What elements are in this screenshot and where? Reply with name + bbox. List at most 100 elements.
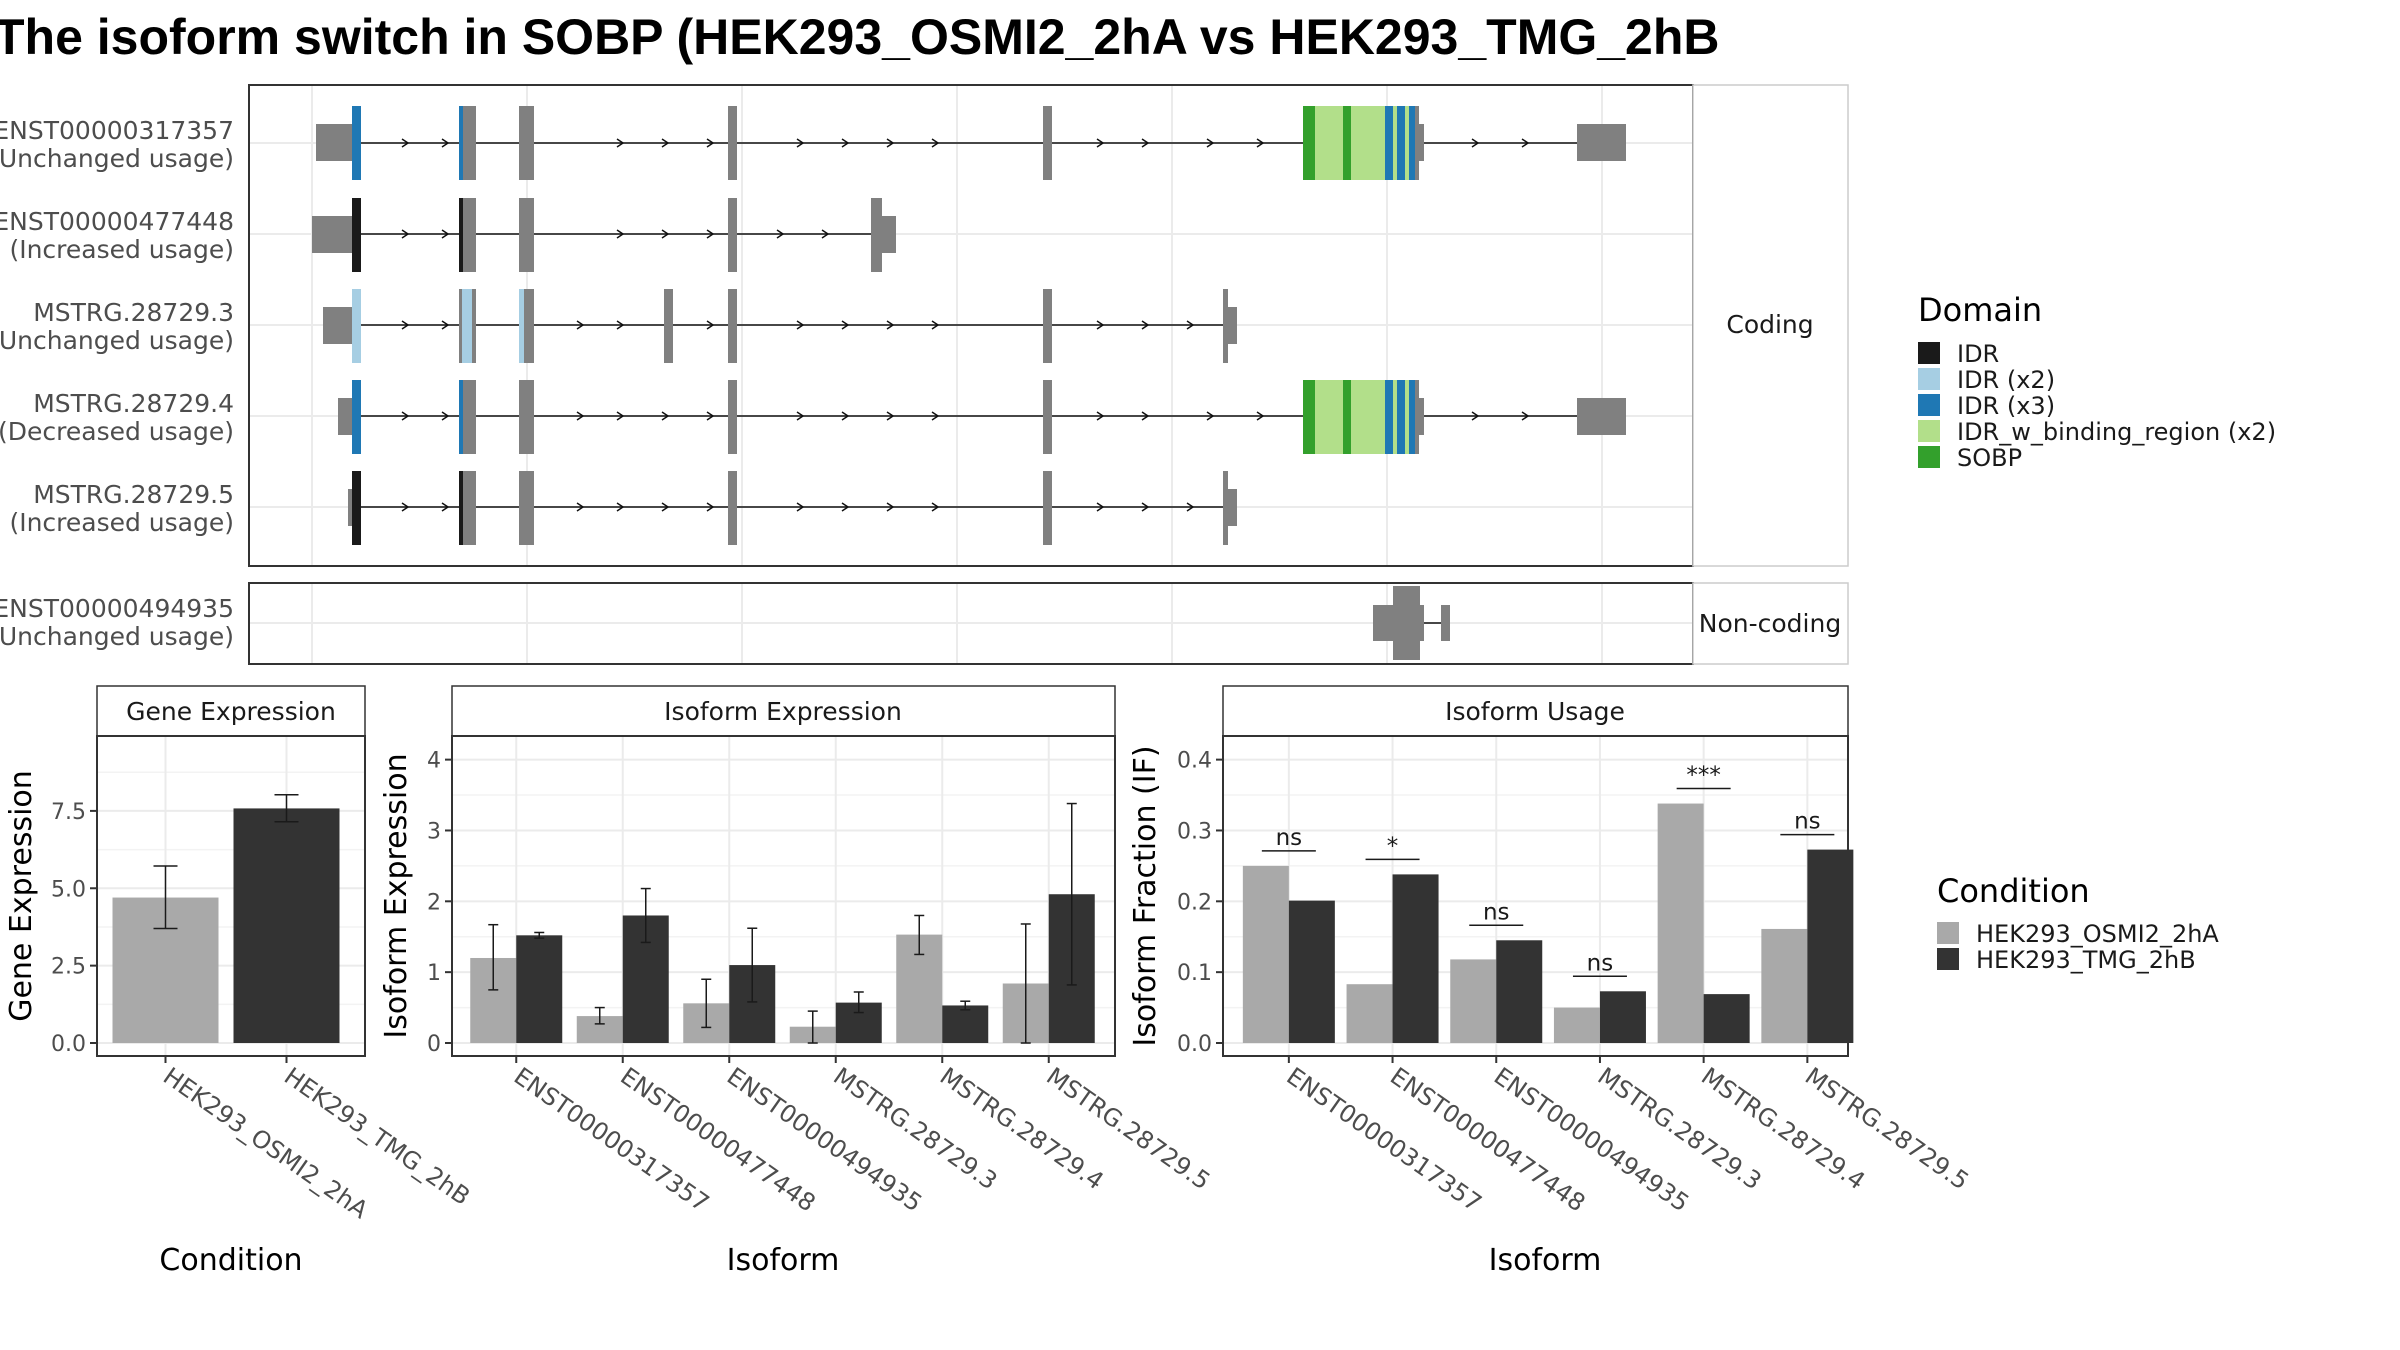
coding-exon [1043,106,1052,180]
utr-exon [1228,489,1237,526]
coding-exon [728,106,737,180]
transcript-usage: (Unchanged usage) [0,326,234,355]
domain-segment [459,380,463,454]
transcript-track-mstrg-28729-5 [348,471,1237,545]
bar [1242,865,1289,1043]
yticks-isoform-expression: 0 1 2 3 4 [427,749,452,1057]
legend-key-sobp [1918,446,1940,468]
legend-key-condition-a [1937,922,1959,944]
condition-legend-title: Condition [1937,872,2090,910]
noncoding-strip [1692,582,1849,665]
bars-isoform-usage [1242,803,1854,1043]
coding-exon [1415,106,1419,180]
domain-segment [459,198,463,272]
y-axis-label: Isoform Fraction (IF) [1128,745,1163,1046]
y-tick-label: 0.1 [1177,961,1212,986]
domain-segment [1393,106,1397,180]
transcript-usage: (Increased usage) [9,235,234,264]
noncoding-exon [1373,605,1393,641]
legend-label: IDR [1957,340,1999,368]
transcript-id: MSTRG.28729.4 [33,389,234,418]
coding-exon [459,106,476,180]
y-tick-label: 5.0 [51,877,86,902]
figure-title: The isoform switch in SOBP (HEK293_OSMI2… [0,9,1720,65]
coding-exon [352,471,361,545]
transcript-usage: (Decreased usage) [0,417,234,446]
legend-label: HEK293_OSMI2_2hA [1976,920,2219,948]
domain-segment [1343,106,1351,180]
coding-strip-label: Coding [1726,310,1813,339]
noncoding-exon [1441,605,1450,641]
coding-exon [459,471,476,545]
coding-exon [519,198,534,272]
coding-exon [728,198,737,272]
legend-label: IDR (x3) [1957,392,2055,420]
utr-exon [882,216,896,253]
utr-exon [1228,307,1237,344]
domain-segment [1315,106,1343,180]
significance-isoform-usage: ns * ns ns *** ns [1261,763,1835,978]
domain-segment [1385,106,1415,180]
chart-title: Isoform Expression [664,697,902,726]
coding-exon [459,198,476,272]
utr-exon [323,307,352,344]
coding-exon [1043,471,1052,545]
transcript-usage: (Unchanged usage) [0,622,234,651]
domain-segment [459,471,463,545]
y-tick-label: 7.5 [51,800,86,825]
errorbars-isoform-expression [488,802,1077,1044]
bar [233,808,340,1043]
coding-exon [1223,471,1228,545]
bar [1599,991,1646,1043]
coding-strip [1692,84,1849,567]
transcript-id: ENST00000477448 [0,207,234,236]
utr-exon [1419,398,1424,435]
utr-exon [338,398,352,435]
domain-segment [1351,106,1385,180]
y-tick-label: 4 [427,749,441,774]
transcript-track-enst00000477448 [312,198,896,272]
coding-exon [1415,380,1419,454]
coding-exon [352,380,361,454]
intron-arrows [401,411,1530,421]
significance-label: ns [1483,899,1510,925]
condition-legend: Condition HEK293_OSMI2_2hA HEK293_TMG_2h… [1937,872,2219,974]
y-tick-label: 0.0 [51,1032,86,1057]
coding-exon [728,380,737,454]
strip-isoform-expression [451,685,1116,737]
bar [1346,984,1393,1043]
y-tick-label: 0.2 [1177,890,1212,915]
noncoding-panel-grid [249,583,1693,664]
coding-exon [1223,289,1228,363]
intron-arrows [401,502,1195,512]
y-tick-label: 0.3 [1177,819,1212,844]
bar [1392,874,1439,1043]
domain-legend-title: Domain [1918,291,2042,329]
legend-key-idr-x2 [1918,368,1940,390]
chart-title: Isoform Usage [1445,697,1625,726]
domain-segment [462,289,472,363]
legend-key-idr [1918,342,1940,364]
domain-segment [1405,106,1409,180]
domain-segment [1315,380,1343,454]
plot-border [96,735,366,1057]
bar [1496,940,1543,1043]
legend-key-condition-b [1937,948,1959,970]
transcript-track-enst00000317357 [316,106,1626,180]
coding-exon [352,198,361,272]
coding-exon [352,289,361,363]
noncoding-exon [1420,605,1424,641]
domain-segment [1393,380,1397,454]
y-axis-label: Isoform Expression [379,753,414,1038]
strip-isoform-usage [1222,685,1849,737]
utr-exon [1419,124,1424,161]
transcript-id: ENST00000494935 [0,594,234,623]
coding-exon [519,471,534,545]
intron-arrows [401,229,830,239]
utr-exon [312,216,352,253]
coding-exon [728,471,737,545]
yticks-gene-expression: 0.0 2.5 5.0 7.5 [51,800,97,1057]
coding-exon [871,198,882,272]
y-tick-label: 0.0 [1177,1032,1212,1057]
